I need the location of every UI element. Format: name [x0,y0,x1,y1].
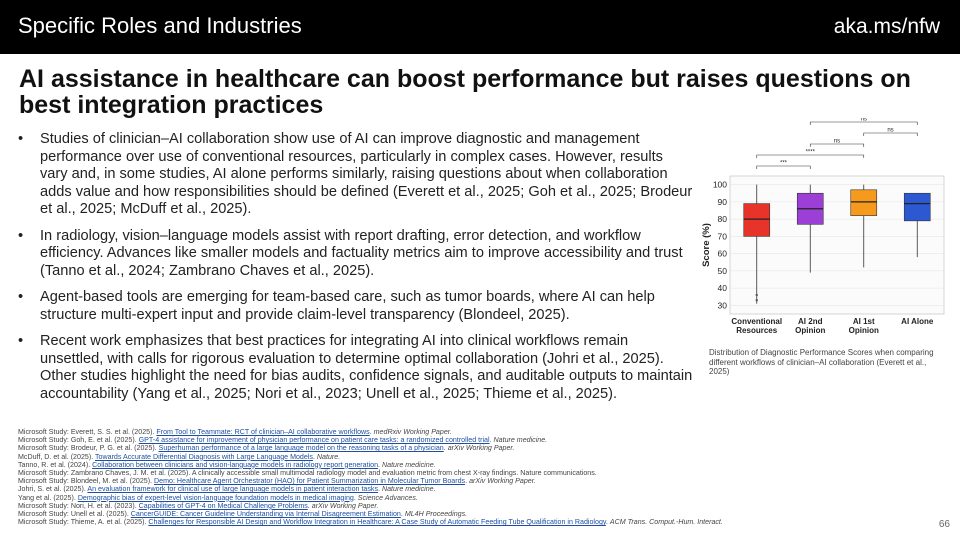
bullet-list: • Studies of clinician–AI collaboration s… [18,131,694,412]
reference-link[interactable]: Towards Accurate Differential Diagnosis … [95,452,313,461]
section-title: Specific Roles and Industries [18,13,302,38]
reference-line: Microsoft Study: Blondeel, M. et al. (20… [18,477,536,486]
y-tick-label: 60 [718,249,728,259]
reference-link[interactable]: CancerGUIDE: Cancer Guideline Understand… [130,510,401,519]
x-tick-label: Resources [736,326,777,335]
reference-line: Microsoft Study: Unell et al. (2025). Ca… [18,510,468,519]
bullet-text: Studies of clinician–AI collaboration sh… [40,131,693,217]
figure-caption: Distribution of Diagnostic Performance S… [709,348,934,376]
bullet-item: • Studies of clinician–AI collaboration s… [18,131,694,219]
significance-bracket [756,154,865,158]
x-tick-label: Opinion [795,326,825,335]
significance-label: *** [780,161,788,167]
x-tick-label: Conventional [731,317,782,326]
reference-line: Microsoft Study: Nori, H. et al. (2023).… [18,501,379,510]
bullet-item: • Recent work emphasizes that best practi… [18,333,694,403]
reference-line: Microsoft Study: Zambrano Chaves, J. M. … [18,469,597,478]
y-tick-label: 30 [718,300,728,310]
box-plot-chart: 30 40 50 60 70 80 90 100 Score (%) ConventionalRe… [701,118,945,335]
reference-line: McDuff, D. et al. (2025). Towards Accura… [18,452,341,461]
significance-bracket [863,132,918,136]
reference-line: Johri, S. et al. (2025). An evaluation f… [18,485,436,494]
significance-label: ns [834,139,840,145]
bullet-dot: • [18,227,24,244]
significance-label: ns [887,128,893,134]
reference-link[interactable]: An evaluation framework for clinical use… [87,485,379,494]
reference-line: Microsoft Study: Everett, S. S. et al. (… [18,428,452,436]
bullet-dot: • [18,131,24,147]
top-bar: Specific Roles and Industries aka.ms/nfw [0,0,960,54]
outlier-point [755,299,758,302]
y-tick-label: 40 [718,283,728,293]
y-tick-label: 70 [718,231,728,241]
significance-label: **** [806,150,816,156]
references: Microsoft Study: Everett, S. S. et al. (… [18,428,918,526]
bullet-item: • Agent-based tools are emerging for team… [18,289,694,324]
reference-line: Microsoft Study: Brodeur, P. G. et al. (… [18,444,515,453]
y-tick-label: 80 [718,214,728,224]
y-tick-label: 100 [713,180,727,190]
x-tick-label: AI Alone [901,317,934,326]
bullet-text: In radiology, vision–language models ass… [40,227,683,279]
bullet-dot: • [18,333,24,349]
y-axis-label: Score (%) [701,223,712,267]
bullet-text: Agent-based tools are emerging for team-… [40,289,655,323]
box [743,203,771,237]
significance-label: ns [861,118,867,123]
bullet-text: Recent work emphasizes that best practic… [40,333,693,402]
reference-link[interactable]: Capabilities of GPT-4 on Medical Challen… [138,501,308,510]
reference-link[interactable]: Demo: Healthcare Agent Orchestrator (HAO… [154,477,466,486]
significance-bracket [809,143,865,147]
y-tick-label: 50 [718,266,728,276]
outlier-point [755,293,758,297]
page-number: 66 [938,519,950,530]
bullet-item: • In radiology, vision–language models as… [18,228,694,281]
significance-bracket [756,165,811,169]
slide-title: AI assistance in healthcare can boost pe… [19,65,911,119]
bullet-dot: • [18,289,24,305]
reference-line: Microsoft Study: Thieme, A. et al. (2025… [18,518,723,527]
reference-link[interactable]: GPT-4 assistance for improvement of phys… [138,436,490,445]
header-link[interactable]: aka.ms/nfw [833,15,940,38]
reference-line: Yang et al. (2025). Demographic bias of … [18,493,418,502]
reference-link[interactable]: Challenges for Responsible AI Design and… [148,518,606,527]
y-tick-label: 90 [718,197,728,207]
reference-link[interactable]: Superhuman performance of a large langua… [158,444,444,453]
reference-link[interactable]: Collaboration between clinicians and vis… [92,460,379,469]
x-tick-label: AI 2nd [798,317,823,326]
reference-link[interactable]: Demographic bias of expert-level vision-… [77,493,354,502]
x-tick-label: Opinion [849,326,879,335]
box [903,192,931,222]
box [850,189,878,216]
reference-line: Tanno, R. et al. (2024). Collaboration b… [18,460,436,469]
significance-bracket [809,121,918,125]
reference-link[interactable]: From Tool to Teammate: RCT of clinician–… [156,428,370,436]
reference-line: Microsoft Study: Goh, E. et al. (2025). … [18,436,548,445]
x-tick-label: AI 1st [853,317,875,326]
